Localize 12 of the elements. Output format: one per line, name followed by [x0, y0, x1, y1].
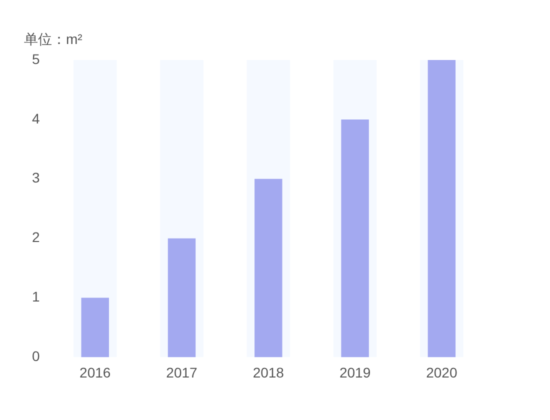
y-axis-title: 单位：m² [24, 30, 83, 47]
y-tick-label: 0 [32, 348, 40, 364]
y-tick-label: 5 [32, 50, 40, 67]
y-tick-label: 4 [32, 110, 40, 126]
x-tick-label: 2019 [339, 364, 371, 380]
y-tick-label: 3 [32, 170, 40, 186]
y-tick-label: 2 [32, 229, 40, 246]
x-tick-label: 2017 [166, 364, 198, 380]
x-tick-label: 2016 [80, 364, 111, 380]
x-tick-label: 2020 [426, 364, 458, 380]
x-tick-label: 2018 [252, 364, 284, 380]
y-tick-label: 1 [32, 288, 40, 305]
